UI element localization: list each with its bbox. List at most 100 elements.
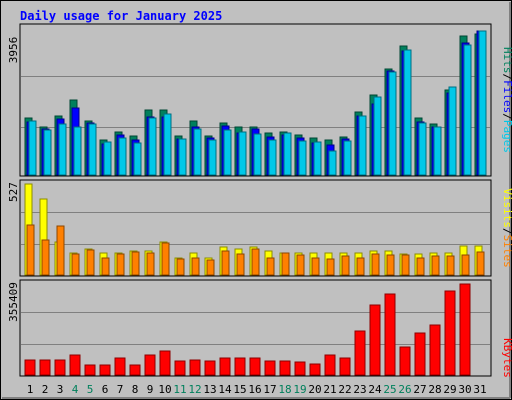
x-tick-label: 13: [203, 383, 216, 396]
hits-bar-pages: [148, 117, 157, 176]
x-tick-label: 3: [57, 383, 64, 396]
hits-bar-pages: [103, 141, 112, 176]
kbytes-bar-kbytes: [24, 359, 36, 376]
visits-bar-sites: [356, 257, 365, 276]
x-tick-label: 19: [293, 383, 306, 396]
legend-pages: Pages: [501, 120, 512, 153]
hits-bar-pages: [418, 122, 427, 176]
x-tick-label: 30: [458, 383, 471, 396]
hits-bar-pages: [223, 129, 232, 176]
legend-kbytes: KBytes: [501, 338, 512, 378]
x-tick-label: 31: [473, 383, 486, 396]
visits-bar-sites: [371, 253, 380, 276]
hits-bar-pages: [28, 120, 37, 176]
visits-bar-sites: [56, 225, 65, 276]
kbytes-bar-kbytes: [444, 290, 456, 376]
kbytes-bar-kbytes: [429, 324, 441, 376]
kbytes-bar-kbytes: [99, 364, 111, 376]
kbytes-bar-kbytes: [234, 357, 246, 376]
kbytes-bar-kbytes: [114, 357, 126, 376]
legend-sites: Sites: [501, 235, 512, 268]
hits-bar-pages: [403, 49, 412, 176]
x-tick-label: 10: [158, 383, 171, 396]
hits-bar-pages: [238, 131, 247, 176]
kbytes-bar-kbytes: [459, 283, 471, 376]
kbytes-bar-kbytes: [324, 354, 336, 376]
kbytes-bar-kbytes: [354, 330, 366, 376]
hits-bar-pages: [463, 44, 472, 176]
visits-panel-legend: Visits/Sites: [501, 188, 512, 268]
x-tick-label: 18: [278, 383, 291, 396]
legend-files: Files: [501, 80, 512, 113]
visits-bar-sites: [266, 257, 275, 276]
kbytes-bar-kbytes: [264, 360, 276, 376]
hits-bar-pages: [268, 139, 277, 176]
visits-bar-sites: [251, 248, 260, 276]
visits-bar-sites: [146, 252, 155, 276]
kbytes-bar-kbytes: [279, 360, 291, 376]
x-tick-label: 27: [413, 383, 426, 396]
hits-bar-pages: [478, 30, 487, 176]
legend-hits: Hits: [501, 47, 512, 74]
visits-bar-sites: [221, 250, 230, 276]
kbytes-bar-kbytes: [69, 354, 81, 376]
hits-bar-pages: [283, 132, 292, 176]
kbytes-bar-kbytes: [204, 360, 216, 376]
chart-title: Daily usage for January 2025: [20, 9, 222, 23]
visits-bar-sites: [281, 252, 290, 276]
visits-bar-sites: [416, 257, 425, 276]
hits-bar-pages: [313, 141, 322, 176]
visits-bar-sites: [386, 254, 395, 276]
visits-bar-sites: [71, 253, 80, 276]
visits-bar-sites: [191, 257, 200, 276]
hits-bar-pages: [88, 123, 97, 176]
legend-separator: /: [501, 113, 512, 120]
visits-bar-sites: [86, 249, 95, 276]
visits-bar-sites: [401, 254, 410, 276]
visits-bar-sites: [311, 257, 320, 276]
kbytes-bar-kbytes: [414, 332, 426, 376]
x-tick-label: 16: [248, 383, 261, 396]
x-tick-label: 1: [27, 383, 34, 396]
x-tick-label: 15: [233, 383, 246, 396]
kbytes-bar-kbytes: [129, 364, 141, 376]
visits-bar-sites: [431, 255, 440, 276]
hits-bar-pages: [448, 86, 457, 176]
x-tick-label: 22: [338, 383, 351, 396]
kbytes-bar-kbytes: [144, 354, 156, 376]
x-tick-label: 6: [102, 383, 109, 396]
x-tick-label: 25: [383, 383, 396, 396]
x-tick-label: 23: [353, 383, 366, 396]
kbytes-bar-kbytes: [174, 360, 186, 376]
visits-bar-sites: [446, 255, 455, 276]
hits-bar-pages: [343, 140, 352, 176]
visits-bar-sites: [41, 239, 50, 276]
x-tick-label: 12: [188, 383, 201, 396]
x-tick-label: 4: [72, 383, 79, 396]
visits-bar-sites: [341, 255, 350, 276]
kbytes-bar-kbytes: [39, 359, 51, 376]
kbytes-bar-kbytes: [339, 357, 351, 376]
kbytes-bar-kbytes: [84, 364, 96, 376]
x-tick-label: 11: [173, 383, 186, 396]
kbytes-bar-kbytes: [399, 346, 411, 376]
kbytes-bar-kbytes: [369, 304, 381, 376]
kbytes-bar-kbytes: [54, 359, 66, 376]
visits-bar-sites: [296, 254, 305, 276]
x-axis-labels: 1 2 3 4 5 6 7 8 9 10 11 12 13 14 15 16 17 18 19 20 21 22 23 24 2…: [27, 383, 487, 396]
chart-bars: [24, 30, 487, 376]
x-tick-label: 20: [308, 383, 321, 396]
x-tick-label: 29: [443, 383, 456, 396]
x-tick-label: 26: [398, 383, 411, 396]
visits-panel-max-label: 527: [7, 182, 20, 202]
visits-bar-sites: [161, 242, 170, 276]
kbytes-panel-max-label: 355409: [7, 282, 20, 322]
visits-bar-sites: [461, 254, 470, 276]
hits-bar-pages: [73, 126, 82, 176]
hits-bar-pages: [178, 138, 187, 176]
hits-bar-pages: [208, 139, 217, 176]
hits-bar-pages: [358, 115, 367, 176]
visits-bar-sites: [26, 224, 35, 276]
kbytes-bar-kbytes: [384, 293, 396, 376]
